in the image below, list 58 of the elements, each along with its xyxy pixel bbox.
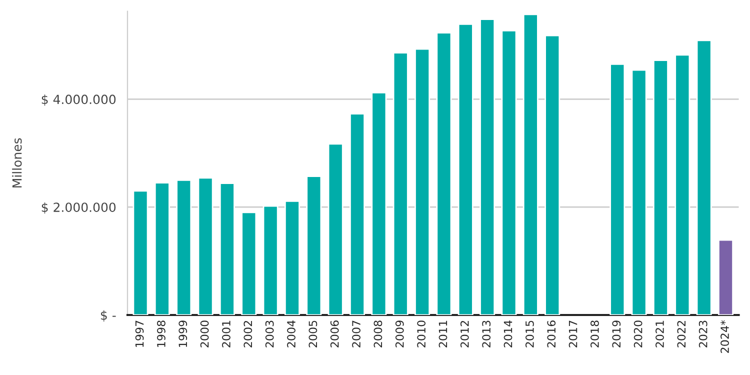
x-tick-label: 2009 <box>395 320 404 348</box>
bar <box>610 63 626 315</box>
x-tick-label: 2019 <box>612 320 621 348</box>
x-tick-label: 2014 <box>504 320 512 348</box>
x-tick-label: 2023 <box>698 320 708 348</box>
x-tick-label: 2024* <box>720 320 729 353</box>
bar <box>241 212 257 315</box>
bar <box>328 143 344 315</box>
x-tick-label: 2010 <box>417 320 426 348</box>
x-tick-label: 2016 <box>547 320 556 348</box>
x-tick-label: 2020 <box>634 320 642 348</box>
x-tick-label: 2003 <box>265 320 274 348</box>
x-tick-label: 1999 <box>178 320 188 347</box>
x-tick-label: 2018 <box>590 320 599 348</box>
bar <box>436 32 452 315</box>
bar <box>350 113 365 315</box>
bar <box>371 92 387 315</box>
bar <box>631 69 647 315</box>
bar <box>262 205 278 315</box>
bar <box>414 48 430 315</box>
bar <box>219 182 235 315</box>
x-tick-label: 2000 <box>200 320 209 348</box>
x-tick-label: 2015 <box>525 320 534 348</box>
bar <box>198 177 214 315</box>
y-tick-label: $ - <box>100 310 116 322</box>
bar <box>501 30 517 315</box>
bar <box>458 24 474 315</box>
x-tick-label: 2017 <box>568 320 578 348</box>
x-tick-label: 2001 <box>222 320 230 348</box>
bar <box>284 200 300 315</box>
bar <box>154 182 170 315</box>
x-tick-label: 2022 <box>677 320 686 348</box>
y-tick-label: $ 2.000.000 <box>42 202 116 214</box>
x-tick-label: 2021 <box>656 320 664 348</box>
bar <box>176 179 192 315</box>
bar <box>674 54 690 315</box>
x-tick-label: 2004 <box>287 320 296 348</box>
x-tick-label: 2011 <box>438 320 448 348</box>
x-tick-label: 1998 <box>157 320 166 347</box>
bar <box>522 14 538 315</box>
bar <box>392 52 408 315</box>
x-tick-label: 2008 <box>374 320 382 348</box>
bar <box>306 176 322 315</box>
bar <box>696 40 712 315</box>
y-axis-title: Millones <box>12 138 22 188</box>
bar <box>544 34 560 315</box>
x-tick-label: 1997 <box>135 320 144 347</box>
bar <box>132 190 148 315</box>
x-tick-label: 2012 <box>460 320 469 348</box>
bar <box>718 239 734 315</box>
x-tick-label: 2002 <box>244 320 252 348</box>
y-tick-label: $ 4.000.000 <box>42 94 116 106</box>
bar <box>652 60 668 315</box>
x-tick-label: 2007 <box>352 320 360 348</box>
bar <box>480 18 496 315</box>
x-tick-label: 2013 <box>482 320 491 348</box>
x-tick-label: 2006 <box>330 320 339 348</box>
x-tick-label: 2005 <box>308 320 318 348</box>
